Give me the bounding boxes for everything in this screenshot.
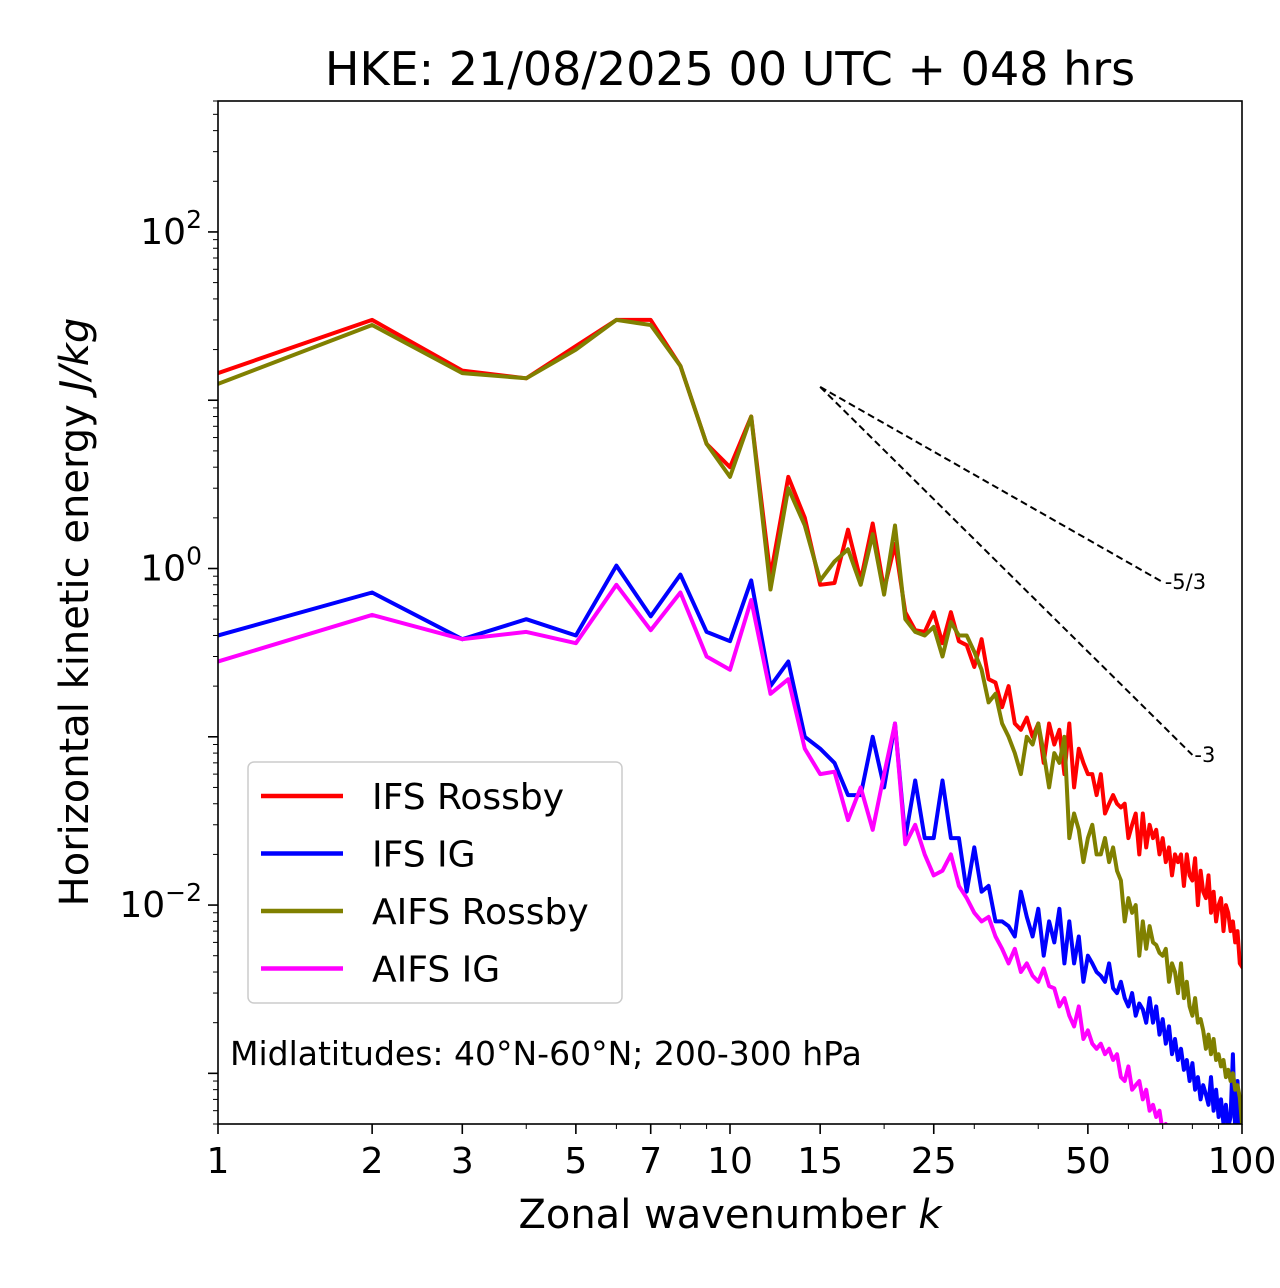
plot-frame <box>217 100 1243 1125</box>
x-tick-label: 3 <box>451 1141 474 1182</box>
legend: IFS Rossby IFS IG AIFS Rossby AIFS IG <box>247 761 623 1004</box>
region-annotation: Midlatitudes: 40°N-60°N; 200-300 hPa <box>230 1034 862 1073</box>
x-tick-label: 15 <box>797 1141 843 1182</box>
legend-label: IFS IG <box>372 835 476 876</box>
y-tick-label: 102 <box>140 205 202 253</box>
x-tick-label: 50 <box>1065 1141 1111 1182</box>
legend-label: AIFS IG <box>372 950 500 991</box>
x-tick-label: 1 <box>207 1141 230 1182</box>
x-axis-ticks: 1 2 3 5 7 10 15 25 50 100 <box>207 1124 1277 1182</box>
x-tick-label: 5 <box>564 1141 587 1182</box>
x-tick-label: 7 <box>639 1141 662 1182</box>
x-tick-label: 100 <box>1208 1141 1277 1182</box>
chart-title: HKE: 21/08/2025 00 UTC + 048 hrs <box>325 42 1135 96</box>
legend-box <box>247 761 623 1004</box>
legend-label: AIFS Rossby <box>372 892 589 933</box>
reference-slope-labels: -5/3 -3 <box>1165 570 1216 767</box>
series-line-ifs-rossby <box>218 317 1242 970</box>
legend-label: IFS Rossby <box>372 777 564 818</box>
reference-line-label: -5/3 <box>1165 570 1206 594</box>
data-series <box>218 317 1242 1124</box>
series-line-aifs-rossby <box>218 317 1242 1124</box>
series-line-ifs-ig <box>218 563 1242 1124</box>
reference-line-slope-five-thirds <box>819 386 1164 583</box>
x-tick-label: 10 <box>707 1141 753 1182</box>
series-line-aifs-ig <box>218 582 1168 1124</box>
y-tick-label: 100 <box>140 542 202 590</box>
y-axis-label: Horizontal kinetic energy J/kg <box>52 318 98 907</box>
x-axis-label: Zonal wavenumber k <box>518 1192 943 1238</box>
x-tick-label: 2 <box>361 1141 384 1182</box>
reference-line-label: -3 <box>1194 743 1215 767</box>
y-tick-label: 10−2 <box>119 878 202 926</box>
y-axis-ticks: 102 100 10−2 <box>119 100 218 1125</box>
x-tick-label: 25 <box>911 1141 957 1182</box>
